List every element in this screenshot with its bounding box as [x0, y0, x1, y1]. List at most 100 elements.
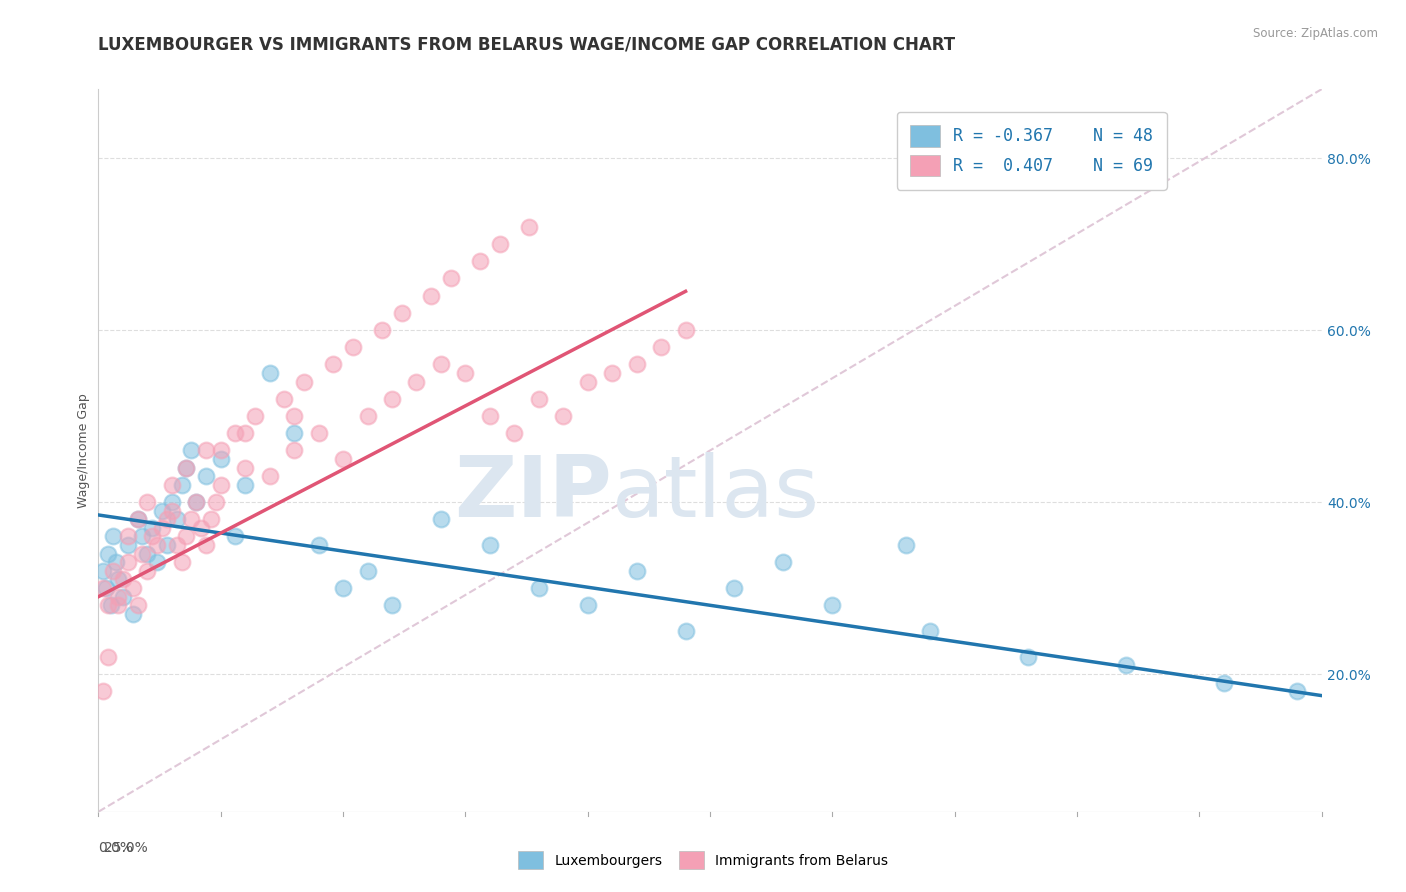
Point [332, 581, 354, 595]
Point [292, 375, 315, 389]
Point [381, 392, 404, 406]
Point [322, 358, 344, 372]
Point [308, 426, 330, 441]
Point [186, 495, 208, 509]
Point [273, 392, 295, 406]
Point [141, 529, 163, 543]
Point [91, 581, 114, 595]
Point [478, 409, 501, 423]
Point [391, 306, 413, 320]
Point [517, 219, 540, 234]
Point [920, 624, 942, 639]
Point [107, 573, 129, 587]
Point [503, 426, 526, 441]
Text: LUXEMBOURGER VS IMMIGRANTS FROM BELARUS WAGE/INCOME GAP CORRELATION CHART: LUXEMBOURGER VS IMMIGRANTS FROM BELARUS … [98, 36, 956, 54]
Point [97, 649, 120, 664]
Point [111, 573, 134, 587]
Text: Source: ZipAtlas.com: Source: ZipAtlas.com [1253, 27, 1378, 40]
Point [205, 495, 228, 509]
Point [356, 409, 378, 423]
Point [107, 599, 129, 613]
Point [209, 478, 232, 492]
Point [821, 599, 844, 613]
Point [111, 590, 134, 604]
Point [356, 564, 378, 578]
Point [94, 581, 117, 595]
Point [121, 581, 143, 595]
Text: atlas: atlas [612, 452, 820, 535]
Point [224, 426, 246, 441]
Point [1286, 684, 1309, 698]
Point [117, 529, 139, 543]
Point [176, 529, 198, 543]
Point [121, 607, 143, 621]
Point [1017, 649, 1039, 664]
Point [195, 538, 218, 552]
Point [650, 340, 672, 354]
Point [166, 512, 188, 526]
Point [170, 555, 193, 569]
Text: 25.0%: 25.0% [104, 840, 148, 855]
Point [233, 460, 256, 475]
Point [160, 478, 183, 492]
Point [136, 547, 159, 561]
Point [259, 366, 281, 380]
Point [104, 555, 127, 569]
Point [156, 538, 179, 552]
Point [1115, 658, 1137, 673]
Point [283, 409, 305, 423]
Point [117, 555, 139, 569]
Point [283, 426, 305, 441]
Point [283, 443, 305, 458]
Point [675, 624, 697, 639]
Point [170, 478, 193, 492]
Point [527, 581, 550, 595]
Point [527, 392, 550, 406]
Point [195, 469, 218, 483]
Point [308, 538, 330, 552]
Legend: R = -0.367    N = 48, R =  0.407    N = 69: R = -0.367 N = 48, R = 0.407 N = 69 [897, 112, 1167, 190]
Point [342, 340, 364, 354]
Point [440, 271, 463, 285]
Point [553, 409, 575, 423]
Point [150, 503, 173, 517]
Point [117, 538, 139, 552]
Point [127, 512, 149, 526]
Point [100, 599, 122, 613]
Point [101, 564, 124, 578]
Point [381, 599, 404, 613]
Point [243, 409, 266, 423]
Point [200, 512, 222, 526]
Point [209, 452, 232, 467]
Point [723, 581, 745, 595]
Point [233, 426, 256, 441]
Point [107, 590, 129, 604]
Point [91, 564, 114, 578]
Point [127, 512, 149, 526]
Point [332, 452, 354, 467]
Point [626, 564, 648, 578]
Point [166, 538, 188, 552]
Point [626, 358, 648, 372]
Point [146, 555, 169, 569]
Point [136, 495, 159, 509]
Point [224, 529, 246, 543]
Point [131, 529, 153, 543]
Point [91, 684, 114, 698]
Point [160, 495, 183, 509]
Point [160, 503, 183, 517]
Point [371, 323, 394, 337]
Point [430, 358, 453, 372]
Point [675, 323, 697, 337]
Point [186, 495, 208, 509]
Point [146, 538, 169, 552]
Point [150, 521, 173, 535]
Point [180, 443, 202, 458]
Point [468, 254, 491, 268]
Point [420, 288, 443, 302]
Point [141, 521, 163, 535]
Point [454, 366, 477, 380]
Point [1212, 675, 1234, 690]
Point [131, 547, 153, 561]
Point [97, 599, 120, 613]
